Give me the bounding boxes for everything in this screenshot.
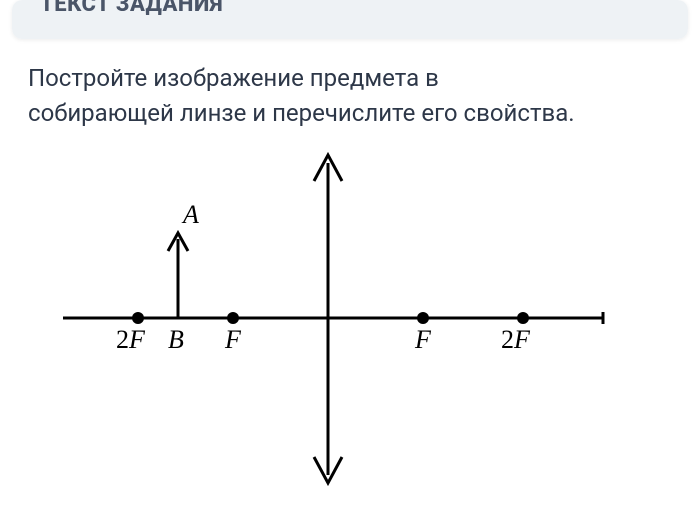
task-card: ТЕКСТ ЗАДАНИЯ <box>12 0 688 39</box>
object-label-a: A <box>181 200 199 229</box>
task-content: Постройте изображение предмета в собираю… <box>0 39 700 503</box>
prompt-line-2: собирающей линзе и перечислите его свойс… <box>28 99 575 127</box>
point-2f-right <box>517 312 529 324</box>
label-2f-right: 2F <box>501 325 531 354</box>
label-2f-left: 2F <box>116 325 146 354</box>
object-label-b: B <box>168 325 184 354</box>
task-header-title: ТЕКСТ ЗАДАНИЯ <box>40 0 660 17</box>
point-f-right <box>417 312 429 324</box>
diagram-container: A B 2F F F 2F <box>28 143 672 503</box>
label-f-right: F <box>414 325 432 354</box>
prompt-line-1: Постройте изображение предмета в <box>28 64 439 92</box>
task-header: ТЕКСТ ЗАДАНИЯ <box>12 0 688 39</box>
point-2f-left <box>132 312 144 324</box>
task-prompt: Постройте изображение предмета в собираю… <box>28 61 672 131</box>
label-f-left: F <box>224 325 242 354</box>
point-f-left <box>227 312 239 324</box>
optics-diagram: A B 2F F F 2F <box>28 143 638 503</box>
